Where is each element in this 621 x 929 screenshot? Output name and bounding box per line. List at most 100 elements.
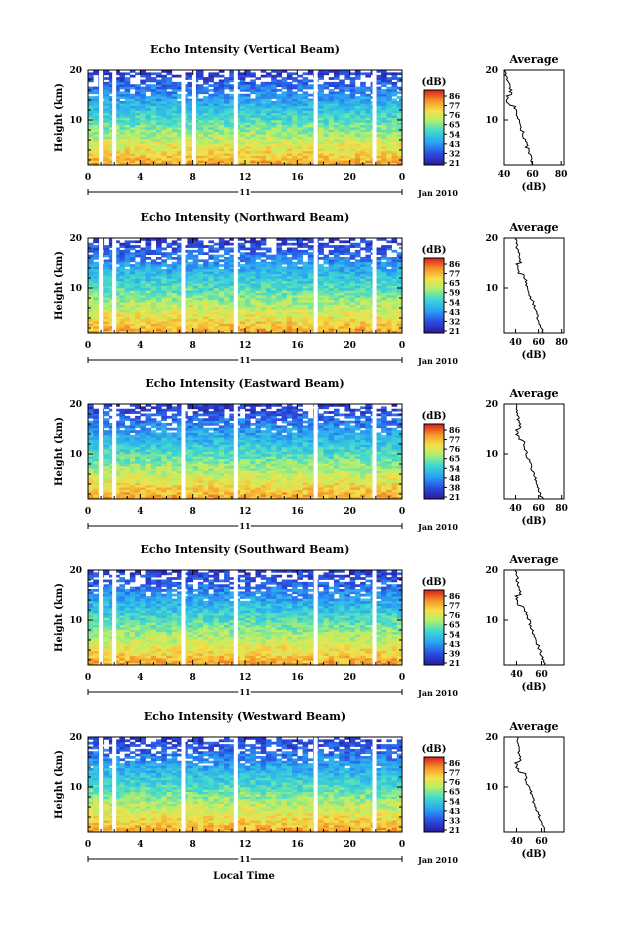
colorbar-tick-label: 86 <box>449 591 461 601</box>
data-gap <box>233 238 238 333</box>
data-gap <box>112 570 117 665</box>
x-tick-label: 0 <box>85 840 91 850</box>
data-gap <box>191 70 196 165</box>
avg-y-tick-label: 10 <box>485 616 498 626</box>
x-tick-label: 0 <box>85 507 91 517</box>
avg-x-tick-label: 40 <box>509 504 522 514</box>
data-gap <box>313 570 318 665</box>
data-gap <box>372 404 377 499</box>
x-tick-label: 20 <box>343 673 356 683</box>
colorbar-tick-label: 76 <box>449 777 461 787</box>
date-label: Jan 2010 <box>417 855 458 865</box>
data-gap <box>99 570 104 665</box>
heatmap-cells <box>88 570 403 666</box>
avg-x-tick-label: 40 <box>510 837 523 847</box>
colorbar-tick-label: 76 <box>449 110 461 120</box>
x-tick-label: 8 <box>190 673 196 683</box>
colorbar <box>423 589 445 666</box>
x-tick-label: 0 <box>399 173 405 183</box>
data-gap <box>372 70 377 165</box>
data-gap <box>181 737 186 832</box>
average-frame <box>503 736 565 833</box>
data-gap <box>99 737 104 832</box>
average-frame <box>503 237 565 334</box>
x-tick-label: 20 <box>343 341 356 351</box>
data-gap <box>313 70 318 165</box>
avg-x-label: (dB) <box>522 682 547 693</box>
data-gap <box>313 238 318 333</box>
colorbar-tick-label: 65 <box>449 454 460 464</box>
colorbar-tick-label: 43 <box>449 806 461 816</box>
avg-x-tick-label: 40 <box>510 670 523 680</box>
heatmap-cells <box>88 737 403 833</box>
x-tick-label: 4 <box>137 673 143 683</box>
data-gap <box>112 70 117 165</box>
data-gap <box>181 404 186 499</box>
avg-x-label: (dB) <box>522 182 547 193</box>
data-gap <box>372 737 377 832</box>
data-gap <box>313 404 318 499</box>
panel-4: Echo Intensity (Southward Beam) 10 20 0 4 8 12… <box>54 543 565 699</box>
colorbar-tick-label: 65 <box>449 120 460 130</box>
panel-1: Echo Intensity (Vertical Beam) 10 20 0 4 8 12 1… <box>54 43 567 199</box>
day-label: 11 <box>239 854 250 864</box>
panel-2: Echo Intensity (Northward Beam) 10 20 0 4 8 12… <box>54 211 568 367</box>
colorbar-unit: (dB) <box>422 245 447 256</box>
x-tick-label: 12 <box>239 173 252 183</box>
data-gap <box>181 238 186 333</box>
y-tick-label: 10 <box>69 284 82 294</box>
average-frame <box>503 69 565 166</box>
x-tick-label: 12 <box>239 840 252 850</box>
x-tick-label: 4 <box>137 341 143 351</box>
avg-x-tick-label: 60 <box>535 670 548 680</box>
colorbar-tick-label: 86 <box>449 259 461 269</box>
avg-y-tick-label: 10 <box>485 450 498 460</box>
avg-x-tick-label: 80 <box>555 338 568 348</box>
average-profile-line <box>514 404 544 500</box>
heatmap-cells <box>88 404 403 500</box>
x-tick-label: 4 <box>137 840 143 850</box>
average-frame <box>503 403 565 500</box>
x-tick-label: 16 <box>291 341 304 351</box>
avg-y-tick-label: 20 <box>485 733 498 743</box>
y-axis-label: Height (km) <box>54 750 65 819</box>
x-tick-label: 16 <box>291 173 304 183</box>
colorbar-tick-label: 43 <box>449 139 461 149</box>
avg-y-tick-label: 20 <box>485 66 498 76</box>
data-gap <box>181 570 186 665</box>
y-tick-label: 20 <box>69 733 82 743</box>
chart-title: Echo Intensity (Westward Beam) <box>144 710 346 723</box>
data-gap <box>99 70 104 165</box>
y-tick-label: 10 <box>69 116 82 126</box>
chart-title: Echo Intensity (Vertical Beam) <box>150 43 340 56</box>
data-gap <box>112 238 117 333</box>
data-gap <box>99 404 104 499</box>
avg-x-tick-label: 40 <box>509 338 522 348</box>
colorbar-tick-label: 43 <box>449 639 461 649</box>
colorbar-tick-label: 21 <box>449 825 460 835</box>
colorbar-tick-label: 65 <box>449 278 460 288</box>
avg-x-tick-label: 60 <box>526 170 539 180</box>
avg-y-tick-label: 10 <box>485 116 498 126</box>
day-label: 11 <box>239 687 250 697</box>
date-label: Jan 2010 <box>417 522 458 532</box>
colorbar-tick-label: 77 <box>449 101 460 111</box>
colorbar-tick-label: 65 <box>449 787 460 797</box>
x-tick-label: 20 <box>343 173 356 183</box>
colorbar-tick-label: 32 <box>449 148 460 158</box>
y-tick-label: 20 <box>69 66 82 76</box>
data-gap <box>233 737 238 832</box>
data-gap <box>372 570 377 665</box>
colorbar-tick-label: 33 <box>449 815 461 825</box>
y-axis-label: Height (km) <box>54 583 65 652</box>
average-title: Average <box>508 221 558 234</box>
avg-x-label: (dB) <box>522 350 547 361</box>
average-title: Average <box>508 53 558 66</box>
y-tick-label: 10 <box>69 450 82 460</box>
colorbar-unit: (dB) <box>422 577 447 588</box>
y-tick-label: 10 <box>69 616 82 626</box>
avg-x-tick-label: 60 <box>535 837 548 847</box>
colorbar <box>423 423 445 500</box>
y-axis-label: Height (km) <box>54 417 65 486</box>
date-label: Jan 2010 <box>417 188 458 198</box>
